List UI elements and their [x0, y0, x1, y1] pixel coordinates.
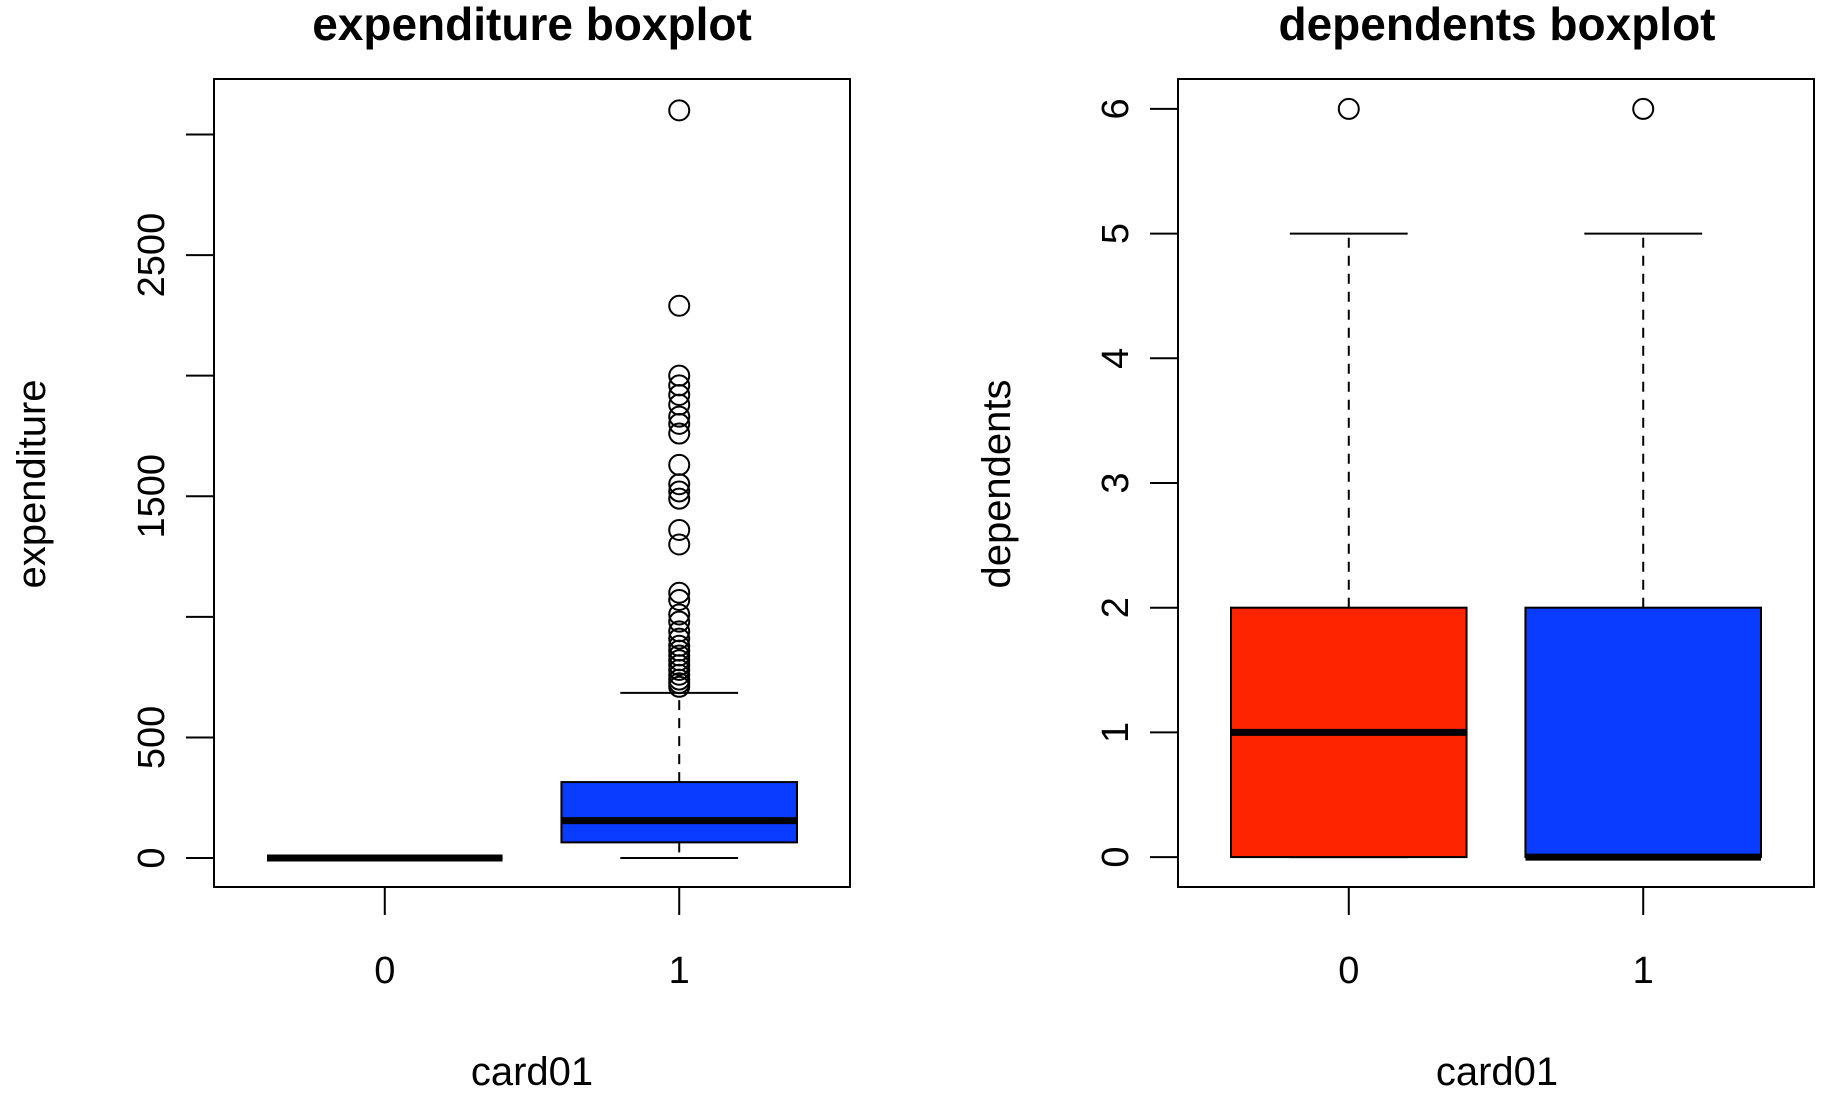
outlier-point [668, 480, 691, 503]
outlier-point [668, 99, 691, 122]
x-tick-label: 0 [374, 950, 395, 992]
y-tick-label: 6 [1095, 98, 1137, 119]
outlier-point [668, 405, 691, 428]
outlier-point [668, 412, 691, 435]
chart-title: dependents boxplot [1279, 0, 1716, 50]
outlier-point [668, 603, 691, 626]
y-tick-label: 2500 [131, 213, 173, 298]
outlier-point [668, 533, 691, 556]
outlier-point [668, 383, 691, 406]
y-tick-label: 2 [1095, 597, 1137, 618]
y-tick-label: 5 [1095, 223, 1137, 244]
box-group-1 [560, 99, 799, 860]
x-axis-label: card01 [471, 1050, 593, 1094]
y-tick-label: 1500 [131, 454, 173, 539]
y-axis-label: expenditure [10, 379, 54, 588]
outlier-point [668, 519, 691, 542]
x-tick-label: 1 [669, 950, 690, 992]
outlier-point [668, 422, 691, 445]
outlier-point [668, 588, 691, 611]
y-tick-label: 3 [1095, 472, 1137, 493]
box-group-1 [1524, 97, 1763, 861]
expenditure-boxplot-panel: expenditure boxplot card01 expenditure 0… [10, 0, 851, 1094]
outlier-point [668, 473, 691, 496]
outlier-point [668, 675, 691, 698]
outlier-point [668, 658, 691, 681]
outlier-point [668, 627, 691, 650]
box-group-0 [1230, 97, 1468, 859]
box [1524, 606, 1763, 859]
y-tick-label: 0 [1095, 847, 1137, 868]
x-tick-label: 0 [1338, 950, 1359, 992]
outlier-point [1632, 97, 1655, 120]
outlier-point [668, 663, 691, 686]
chart-title: expenditure boxplot [312, 0, 752, 50]
x-tick-label: 1 [1633, 950, 1654, 992]
outlier-point [668, 453, 691, 476]
dependents-boxplot-panel: dependents boxplot card01 dependents 0 1 2… [975, 0, 1815, 1094]
y-tick-label: 500 [131, 706, 173, 769]
outlier-point [668, 581, 691, 604]
outlier-point [668, 294, 691, 317]
outlier-point [668, 487, 691, 510]
box [560, 781, 799, 844]
y-tick-label: 4 [1095, 348, 1137, 369]
plot-frame [213, 78, 851, 888]
outlier-point [1337, 97, 1360, 120]
x-axis-label: card01 [1436, 1050, 1558, 1094]
y-tick-label: 0 [131, 847, 173, 868]
y-tick-label: 1 [1095, 722, 1137, 743]
outlier-point [668, 654, 691, 677]
outlier-point [668, 610, 691, 633]
y-axis-label: dependents [975, 379, 1019, 588]
